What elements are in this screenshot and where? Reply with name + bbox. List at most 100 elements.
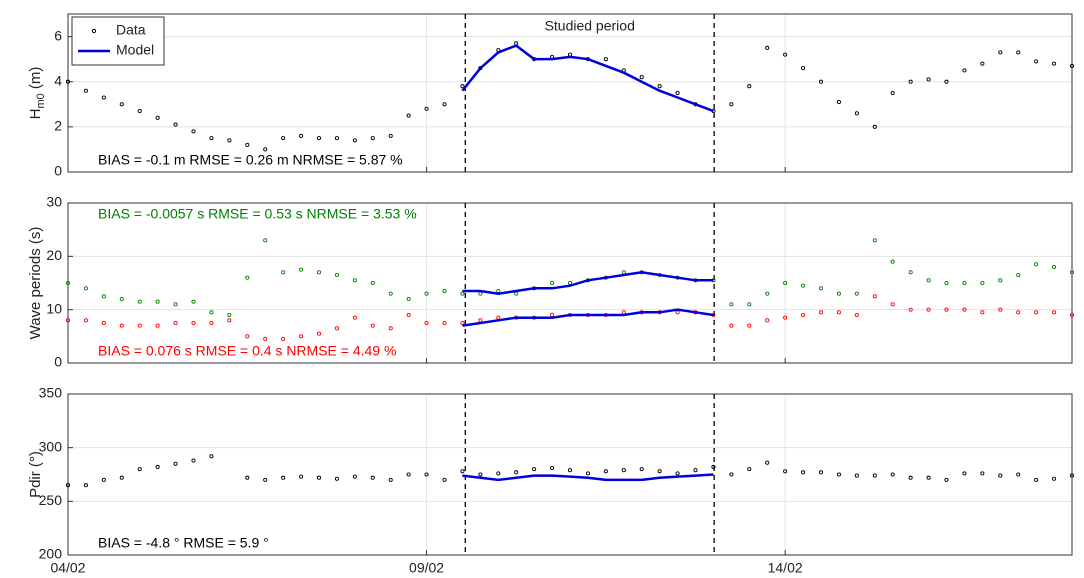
data-point xyxy=(908,307,913,312)
data-point xyxy=(872,238,877,243)
data-point xyxy=(1069,473,1075,478)
data-point xyxy=(765,318,770,323)
data-point xyxy=(65,483,71,488)
data-point xyxy=(801,470,806,475)
data-point xyxy=(209,310,214,315)
data-point xyxy=(962,471,967,476)
data-point xyxy=(316,136,322,141)
data-point xyxy=(998,50,1003,55)
data-point xyxy=(1034,59,1039,64)
data-point xyxy=(137,323,142,328)
data-point xyxy=(1016,472,1021,477)
data-point xyxy=(1034,262,1039,267)
data-point xyxy=(352,278,357,283)
data-point xyxy=(460,320,465,326)
data-point xyxy=(83,318,88,323)
data-point xyxy=(119,296,124,302)
data-point xyxy=(173,461,178,466)
plot-frame xyxy=(67,393,1073,556)
stats-annotation: BIAS = -0.0057 s RMSE = 0.53 s NRMSE = 3… xyxy=(98,206,417,222)
data-point xyxy=(424,472,429,477)
data-point xyxy=(908,270,913,275)
data-point xyxy=(263,336,268,342)
data-point xyxy=(316,270,322,275)
data-point xyxy=(1034,477,1039,482)
data-point xyxy=(119,323,124,328)
data-point xyxy=(442,320,447,326)
data-point xyxy=(926,278,931,283)
data-point xyxy=(496,471,501,476)
data-point xyxy=(119,102,124,107)
data-point xyxy=(836,99,841,105)
data-point xyxy=(460,84,465,89)
data-point xyxy=(998,278,1003,283)
data-point xyxy=(944,280,949,286)
data-point xyxy=(101,320,106,326)
data-point xyxy=(388,477,393,482)
data-point xyxy=(514,291,519,296)
data-point xyxy=(281,270,286,275)
data-point xyxy=(316,331,322,336)
data-point xyxy=(370,136,375,141)
data-point xyxy=(908,79,913,84)
data-point xyxy=(998,473,1003,478)
data-point xyxy=(83,88,88,93)
data-point xyxy=(1069,312,1075,318)
data-point xyxy=(155,115,160,120)
data-point xyxy=(818,310,824,315)
data-point xyxy=(227,318,232,323)
data-point xyxy=(460,291,465,296)
y-tick-label: 200 xyxy=(39,546,63,562)
y-tick-label: 30 xyxy=(46,194,62,210)
data-point xyxy=(818,470,824,475)
data-point xyxy=(514,470,519,475)
data-point xyxy=(657,84,662,89)
data-point xyxy=(890,259,895,264)
data-point xyxy=(191,458,196,463)
data-point xyxy=(765,460,770,465)
data-point xyxy=(1016,50,1021,55)
data-point xyxy=(854,312,859,318)
data-point xyxy=(155,323,160,328)
data-point xyxy=(603,469,608,474)
data-point xyxy=(119,475,124,480)
data-point xyxy=(209,136,214,141)
y-tick-label: 250 xyxy=(39,492,63,508)
data-point xyxy=(137,109,142,114)
data-point xyxy=(424,320,429,326)
data-point xyxy=(747,302,752,307)
y-label-sub: m0 xyxy=(35,93,47,108)
y-tick-label: 2 xyxy=(54,118,62,134)
data-point xyxy=(191,129,196,134)
data-point xyxy=(908,475,913,480)
data-point xyxy=(1034,310,1039,315)
data-point xyxy=(173,122,178,127)
data-point xyxy=(83,286,88,291)
x-tick-label: 14/02 xyxy=(768,560,803,576)
data-point xyxy=(962,280,967,286)
data-point xyxy=(442,477,447,482)
data-point xyxy=(872,473,877,478)
data-point xyxy=(1069,63,1075,68)
model-line xyxy=(462,271,714,295)
data-point xyxy=(406,472,411,477)
data-point xyxy=(334,272,339,278)
data-point xyxy=(173,302,178,307)
data-point xyxy=(926,77,931,82)
data-point xyxy=(496,315,501,320)
stats-annotation: BIAS = -4.8 ° RMSE = 5.9 ° xyxy=(98,535,269,551)
data-point xyxy=(944,477,949,482)
plot-frame xyxy=(67,13,1073,173)
data-point xyxy=(101,294,106,299)
data-point xyxy=(550,466,555,471)
data-point xyxy=(729,302,734,307)
data-point xyxy=(836,472,841,477)
data-point xyxy=(1052,264,1057,270)
data-point xyxy=(281,475,286,480)
data-point xyxy=(801,66,806,71)
model-line xyxy=(462,473,714,482)
data-point xyxy=(155,299,160,304)
data-point xyxy=(872,124,877,129)
data-point xyxy=(783,52,788,57)
data-point xyxy=(478,291,483,296)
